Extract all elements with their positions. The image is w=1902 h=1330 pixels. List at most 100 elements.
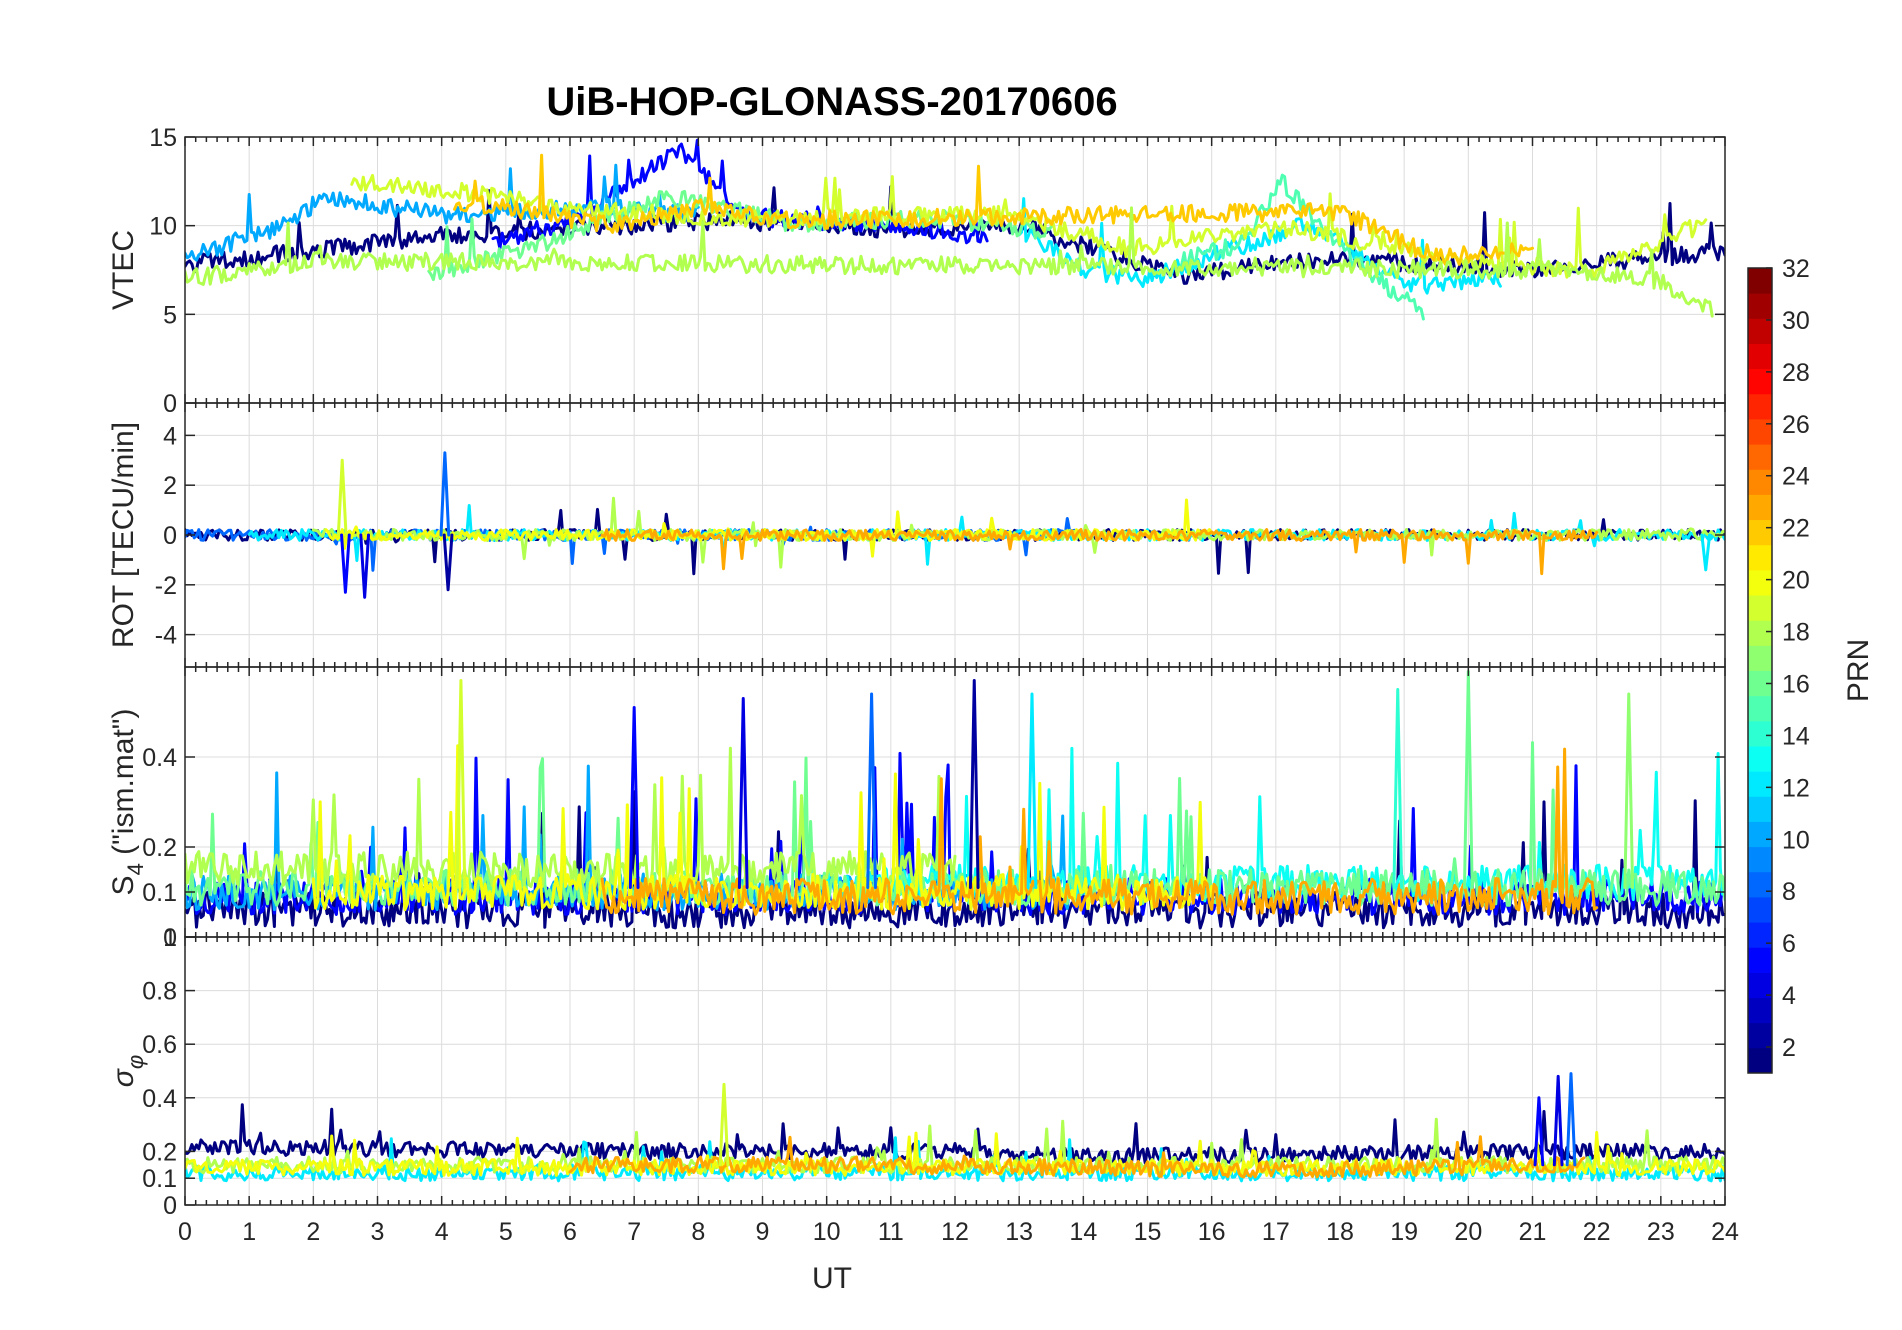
colorbar-tick-label: 8 [1782,878,1796,906]
colorbar-tick-label: 32 [1782,255,1810,283]
series-prn-1 [185,790,1725,930]
colorbar-tick-label: 26 [1782,411,1810,439]
y-tick-label: 15 [149,124,177,152]
y-tick-label: 0.2 [142,834,177,862]
series-prn-23 [600,528,1599,576]
colorbar-tick-label: 14 [1782,722,1810,750]
series-prn-18 [185,746,957,889]
colorbar-tick-label: 28 [1782,359,1810,387]
y-tick-label: 4 [163,422,177,450]
y-tick-label: 2 [163,472,177,500]
y-axis-label-s4: S4 ("ism.mat") [107,709,148,896]
colorbar-tick-label: 4 [1782,982,1796,1010]
panel-s4: 0 0.1 0.2 0.4S4 ("ism.mat") [107,666,1726,952]
series-prn-22 [453,153,1534,266]
y-tick-label: 0.2 [142,1138,177,1166]
x-tick-label: 15 [1134,1218,1162,1246]
y-axis-label-rot: ROT [TECU/min] [107,422,140,648]
colorbar-cell [1748,846,1772,873]
spike-mark [628,706,640,889]
panel-rot: -4 -2 0 2 4 ROT [TECU/min] [107,402,1726,668]
y-tick-label: 1 [163,924,177,952]
spike-mark [866,692,877,889]
x-tick-label: 4 [435,1218,449,1246]
colorbar-cell [1748,293,1772,319]
spike-mark [359,533,371,599]
series-group [185,138,1725,321]
x-tick-label: 10 [813,1218,841,1246]
colorbar-cell [1748,569,1772,596]
colorbar-cell [1748,645,1772,671]
colorbar-cell [1748,972,1772,999]
colorbar-cell [1748,796,1772,822]
spike-mark [1552,1074,1564,1167]
y-tick-label: -4 [155,622,177,650]
spike-mark [968,679,980,889]
series-group [185,451,1725,599]
colorbar-cell [1748,418,1772,445]
y-tick-label: 0.8 [142,978,177,1006]
colorbar-cell [1748,1047,1772,1074]
colorbar-cell [1748,469,1772,495]
spike-mark [1026,692,1038,889]
colorbar-cell [1748,343,1772,370]
y-tick-label: 0.4 [142,744,177,772]
x-tick-label: 24 [1711,1218,1739,1246]
series-prn-18 [185,206,1714,318]
colorbar-tick-label: 6 [1782,930,1796,958]
spike-mark [442,533,454,592]
y-tick-label: 5 [163,301,177,329]
colorbar-cell [1748,1022,1772,1049]
series-prn-20 [324,498,1214,558]
series-prn-16 [185,741,1725,907]
spike-mark [340,533,351,594]
x-axis-label: UT [812,1262,852,1295]
x-tick-label: 20 [1454,1218,1482,1246]
spike-mark [336,458,348,537]
colorbar-cell [1748,997,1772,1024]
spike-mark [439,451,451,537]
colorbar-cell [1748,544,1772,571]
x-tick-label: 18 [1326,1218,1354,1246]
colorbar-cell [1748,745,1772,772]
colorbar-cell [1748,896,1772,923]
series-group [185,670,1725,930]
colorbar-tick-label: 2 [1782,1034,1796,1062]
colorbar-cell [1748,494,1772,521]
y-tick-label: 0.1 [142,1165,177,1193]
colorbar-cell [1748,444,1772,470]
x-tick-label: 3 [371,1218,385,1246]
x-tick-label: 23 [1647,1218,1675,1246]
x-tick-label: 0 [178,1218,192,1246]
x-tick-label: 8 [691,1218,705,1246]
colorbar-cell [1748,368,1772,395]
x-tick-label: 16 [1198,1218,1226,1246]
chart-title: UiB-HOP-GLONASS-20170606 [546,80,1117,124]
x-tick-label: 9 [756,1218,770,1246]
spike-mark [1533,1096,1545,1167]
colorbar-cell [1748,268,1772,294]
colorbar-cell [1748,595,1772,621]
y-tick-label: 0 [163,924,177,952]
colorbar-frame [1747,267,1773,1074]
colorbar-tick-label: 16 [1782,670,1810,698]
spike-mark [718,1082,730,1167]
y-tick-label: 0.1 [142,879,177,907]
series-group [185,1072,1725,1183]
series-prn-1 [185,1103,1725,1166]
x-tick-label: 5 [499,1218,513,1246]
x-tick-label: 1 [242,1218,256,1246]
series-prn-19 [350,173,1708,279]
x-tick-label: 19 [1390,1218,1418,1246]
series-prn-15 [1178,173,1425,321]
colorbar-label: PRN [1842,639,1875,702]
colorbar-tick-label: 24 [1782,463,1810,491]
x-tick-label: 14 [1069,1218,1097,1246]
colorbar-cell [1748,519,1772,546]
colorbar-tick-label: 18 [1782,619,1810,647]
y-tick-label: 0 [163,390,177,418]
